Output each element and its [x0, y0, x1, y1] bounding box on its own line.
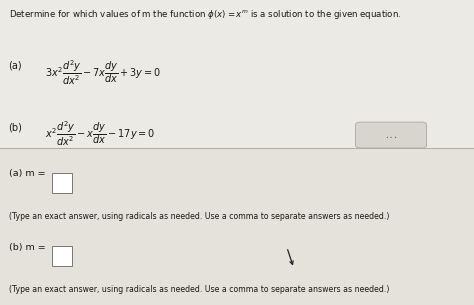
Text: (b): (b): [9, 122, 22, 132]
Text: (a): (a): [9, 61, 22, 71]
Text: Determine for which values of m the function $\phi(x) = x^m$ is a solution to th: Determine for which values of m the func…: [9, 8, 401, 21]
Text: $x^2\dfrac{d^2y}{dx^2} - x\dfrac{dy}{dx} - 17y = 0$: $x^2\dfrac{d^2y}{dx^2} - x\dfrac{dy}{dx}…: [45, 119, 155, 148]
Text: (b) m =: (b) m =: [9, 242, 46, 252]
FancyBboxPatch shape: [356, 122, 427, 148]
Text: (Type an exact answer, using radicals as needed. Use a comma to separate answers: (Type an exact answer, using radicals as…: [9, 212, 389, 221]
Text: $3x^2\dfrac{d^2y}{dx^2} - 7x\dfrac{dy}{dx} + 3y = 0$: $3x^2\dfrac{d^2y}{dx^2} - 7x\dfrac{dy}{d…: [45, 58, 161, 87]
FancyBboxPatch shape: [52, 246, 72, 266]
FancyBboxPatch shape: [0, 148, 474, 305]
Text: (Type an exact answer, using radicals as needed. Use a comma to separate answers: (Type an exact answer, using radicals as…: [9, 285, 389, 294]
FancyBboxPatch shape: [52, 173, 72, 193]
Text: ...: ...: [384, 131, 398, 140]
FancyBboxPatch shape: [0, 0, 474, 148]
Text: (a) m =: (a) m =: [9, 169, 45, 178]
